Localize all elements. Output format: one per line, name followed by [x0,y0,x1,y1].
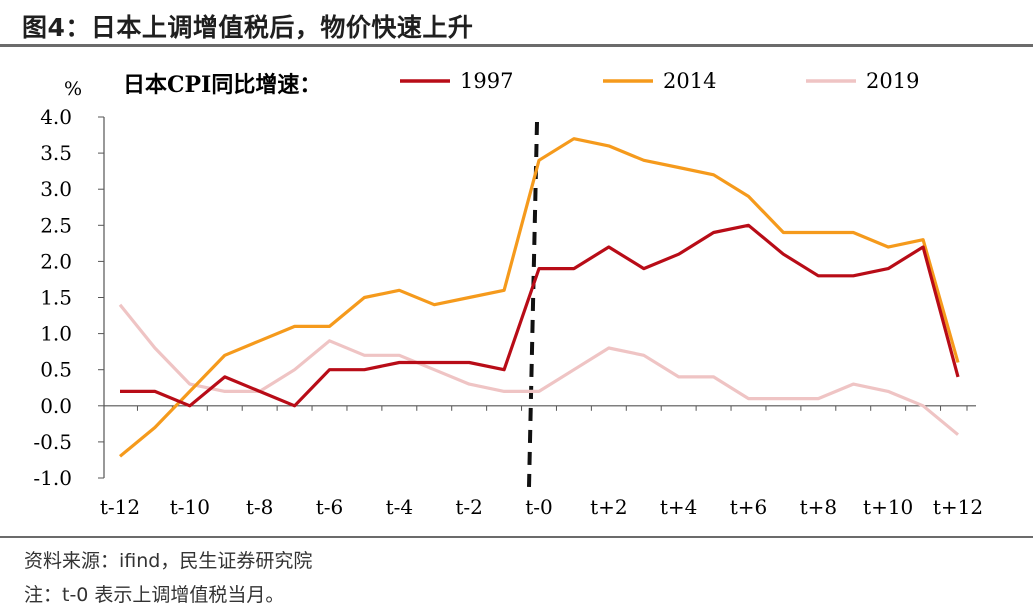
figure-title: 图4：日本上调增值税后，物价快速上升 [22,13,474,42]
x-tick-label: t+6 [730,495,768,519]
y-tick-label: 2.0 [40,249,72,273]
x-tick-label: t-0 [525,495,553,519]
legend-title: 日本CPI同比增速： [123,72,321,98]
x-tick-label: t+8 [800,495,838,519]
y-tick-label: 2.5 [40,213,72,237]
x-tick-label: t-12 [100,495,140,519]
event-marker-line [527,121,539,488]
y-tick-label: 3.5 [40,141,72,165]
legend-label-2014: 2014 [663,69,716,93]
legend-label-1997: 1997 [460,69,513,93]
footnote: 注：t-0 表示上调增值税当月。 [24,584,285,606]
series-line-2019 [118,303,960,436]
y-unit-label: % [64,78,82,100]
y-tick-label: 0.0 [40,394,72,418]
y-tick-label: 3.0 [40,177,72,201]
x-tick-label: t-10 [170,495,210,519]
x-tick-label: t+4 [660,495,698,519]
series-line-1997 [120,223,960,408]
y-tick-label: -1.0 [33,466,72,490]
source-note: 资料来源：ifind，民生证券研究院 [24,550,313,572]
y-tick-label: -0.5 [33,430,72,454]
marker-line-group [527,121,539,488]
x-tick-label: t-6 [316,495,344,519]
x-tick-label: t+2 [590,495,628,519]
y-axis: 4.0 3.5 3.0 2.5 2.0 1.5 1.0 0.5 0.0 -0.5 -1.0 [33,105,105,490]
x-tick-label: t+10 [863,495,913,519]
legend: 1997 2014 2019 [400,69,919,93]
legend-label-2019: 2019 [866,69,919,93]
y-tick-label: 1.5 [40,286,72,310]
x-tick-label: t+12 [933,495,983,519]
x-tick-label: t-8 [246,495,274,519]
title-divider [0,44,1033,47]
series-group [118,137,960,458]
x-tick-label: t-2 [455,495,483,519]
cpi-line-chart: % 日本CPI同比增速： 4.0 3.5 3.0 2.5 2.0 1.5 1.0 0.5 0.0… [33,69,983,519]
y-tick-label: 1.0 [40,322,72,346]
y-tick-label: 4.0 [40,105,72,129]
footer-divider [0,536,1033,538]
y-tick-label: 0.5 [40,358,72,382]
series-line-2014 [118,137,960,458]
x-tick-label: t-4 [386,495,414,519]
x-axis: t-12 t-10 t-8 t-6 t-4 t-2 t-0 t+2 t+4 t+6 t+8 t+10 t… [100,405,983,519]
